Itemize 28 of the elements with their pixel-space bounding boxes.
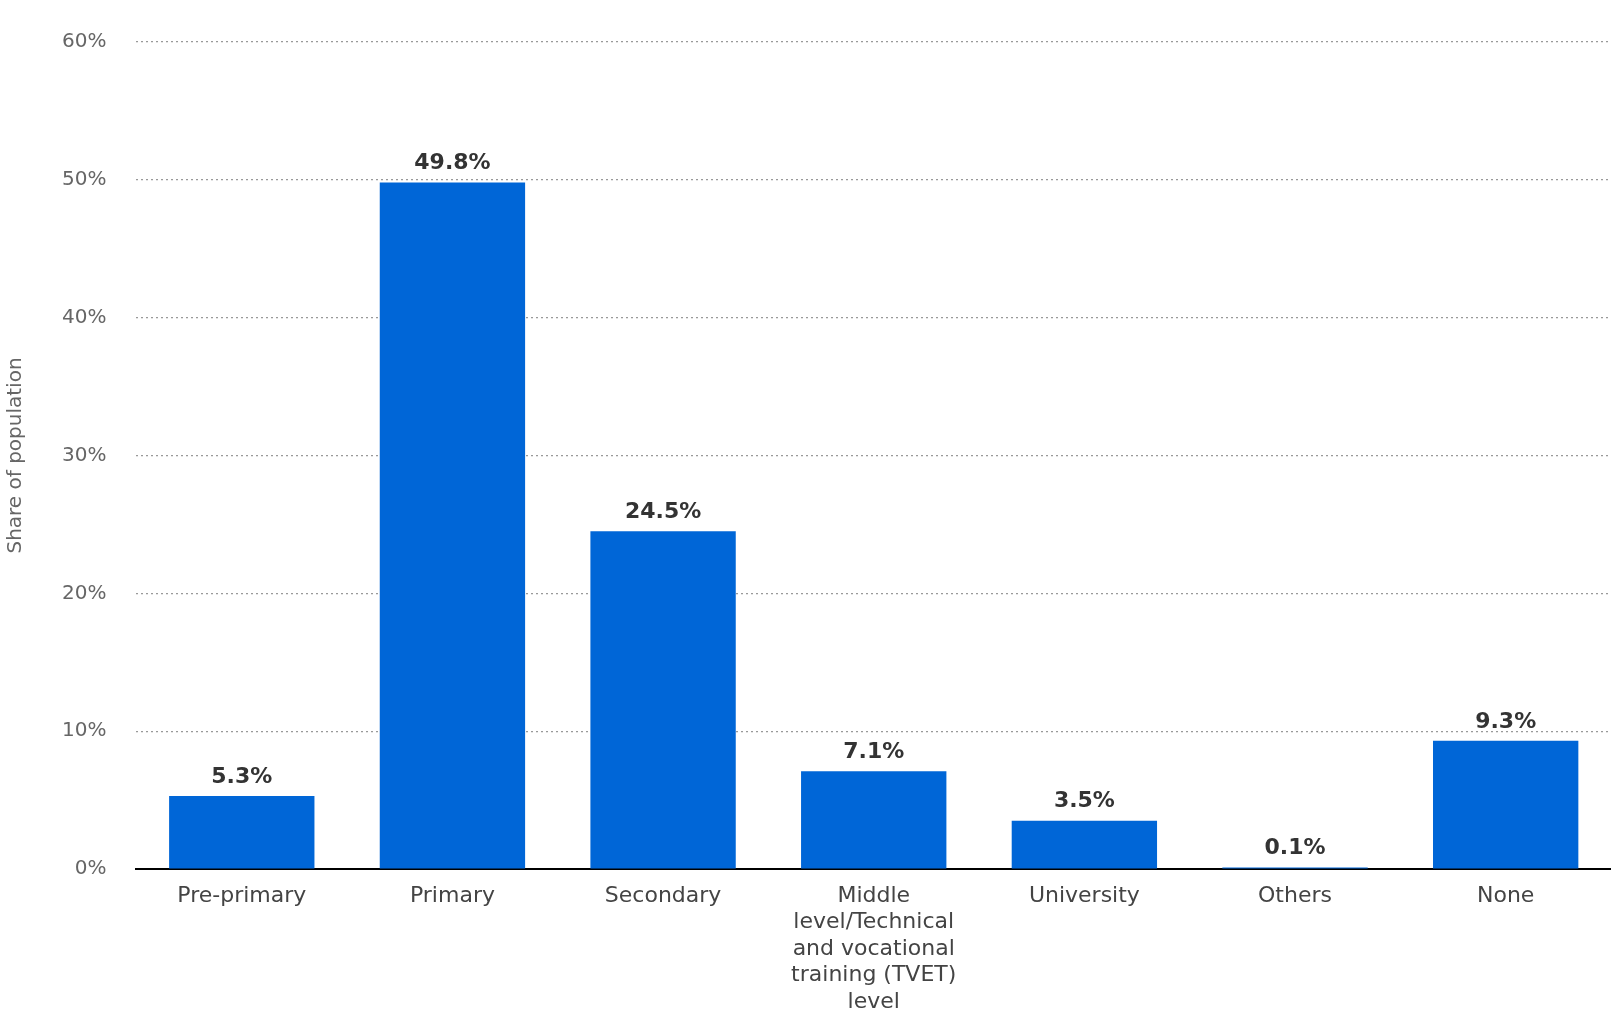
- y-tick-label: 20%: [62, 579, 107, 604]
- y-tick-label: 50%: [62, 166, 107, 191]
- y-tick-label: 60%: [62, 28, 107, 53]
- data-label: 9.3%: [1475, 707, 1537, 733]
- y-tick-label: 10%: [62, 717, 107, 742]
- x-tick-label: Primary: [409, 881, 495, 907]
- x-tick-label: Others: [1258, 881, 1332, 907]
- y-tick-label: 30%: [62, 441, 107, 466]
- data-label: 0.1%: [1264, 834, 1326, 860]
- data-label: 7.1%: [843, 737, 905, 763]
- y-tick-label: 40%: [62, 303, 107, 328]
- data-label: 3.5%: [1053, 787, 1115, 813]
- x-tick-label: University: [1028, 881, 1140, 907]
- x-tick-label: Secondary: [604, 881, 722, 907]
- bar: [1011, 820, 1158, 869]
- bar: [379, 182, 526, 869]
- data-label: 49.8%: [414, 149, 491, 175]
- x-tick-label: Middle level/Technical and vocational training (TVET) level: [791, 881, 957, 1013]
- y-tick-label: 0%: [74, 855, 107, 880]
- bar: [801, 771, 947, 869]
- bar: [590, 531, 736, 869]
- x-tick-label: Pre-primary: [177, 881, 307, 907]
- y-axis-title: Share of population: [2, 357, 27, 554]
- data-label: 5.3%: [211, 762, 273, 788]
- bar: [1433, 740, 1579, 869]
- x-tick-label: None: [1476, 881, 1535, 907]
- bar: [169, 795, 315, 869]
- data-label: 24.5%: [624, 498, 702, 524]
